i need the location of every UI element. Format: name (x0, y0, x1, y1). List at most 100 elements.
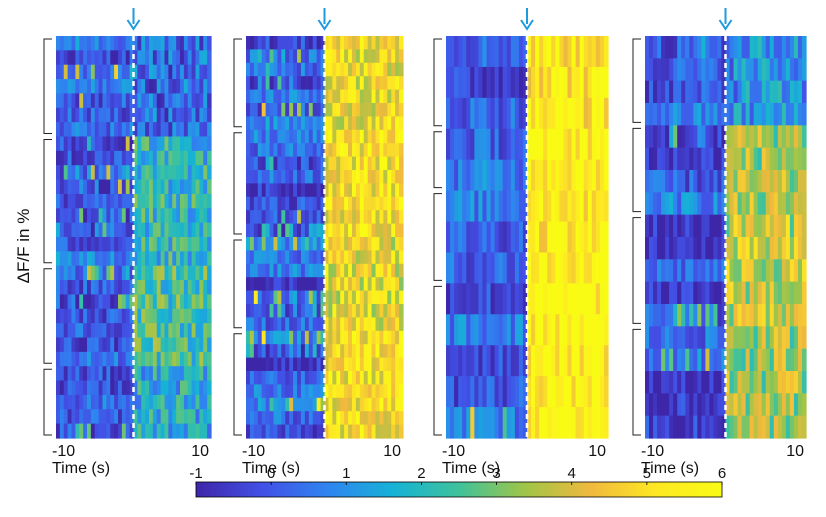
heatmap-cell (446, 314, 451, 346)
heatmap-cell (344, 384, 349, 399)
heatmap-cell (387, 62, 392, 77)
heatmap-cell (297, 116, 302, 131)
heatmap-cell (705, 103, 711, 126)
heatmap-cell (769, 281, 775, 305)
heatmap-cell (359, 263, 365, 278)
heatmap-cell (277, 183, 282, 198)
heatmap-cell (59, 251, 65, 267)
heatmap-cell (348, 384, 353, 399)
heatmap-cell (351, 196, 357, 211)
heatmap-cell (249, 397, 255, 412)
heatmap-cell (649, 147, 654, 171)
heatmap-cell (733, 147, 739, 171)
colorbar-gradient (195, 481, 723, 498)
heatmap-cell (514, 66, 520, 99)
heatmap-cell (705, 281, 711, 305)
heatmap-cell (183, 280, 189, 296)
heatmap-cell (195, 351, 200, 367)
heatmap-cell (379, 424, 384, 439)
heatmap-cell (257, 277, 263, 292)
heatmap-cell (340, 250, 345, 265)
heatmap-cell (391, 89, 396, 104)
heatmap-cell (555, 345, 560, 377)
heatmap-cell (539, 283, 544, 315)
heatmap-cell (94, 380, 100, 396)
heatmap-cell (725, 58, 731, 82)
heatmap-cell (494, 407, 500, 439)
group-bracket (233, 239, 242, 329)
heatmap-cell (681, 80, 686, 104)
heatmap-cell (207, 107, 212, 123)
heatmap-cell (106, 237, 111, 252)
heatmap-cell (195, 50, 200, 66)
heatmap-cell (531, 376, 536, 408)
heatmap-cell (797, 237, 803, 260)
heatmap-cell (348, 290, 353, 305)
heatmap-cell (603, 159, 609, 192)
heatmap-cell (249, 36, 255, 50)
heatmap-cell (551, 221, 556, 254)
heatmap-cell (351, 183, 357, 198)
heatmap-cell (149, 107, 154, 123)
heatmap-cell (273, 156, 278, 171)
heatmap-cell (371, 371, 377, 385)
heatmap-cell (265, 36, 271, 50)
heatmap-cell (110, 165, 115, 181)
heatmap-cell (273, 223, 278, 238)
heatmap-cell (183, 136, 189, 152)
heatmap-cell (269, 397, 275, 412)
heatmap-cell (351, 290, 357, 305)
heatmap-cell (665, 304, 670, 327)
heatmap-cell (713, 192, 719, 216)
heatmap-cell (336, 424, 341, 439)
heatmap-cell (297, 397, 302, 412)
heatmap-cell (59, 179, 65, 195)
heatmap-cell (145, 93, 150, 109)
heatmap-cell (285, 411, 290, 426)
heatmap-cell (187, 237, 193, 252)
heatmap-cell (387, 250, 392, 265)
heatmap-cell (273, 89, 278, 104)
heatmap-cell (482, 159, 488, 192)
heatmap-cell (79, 337, 84, 353)
heatmap-cell (156, 380, 162, 396)
heatmap-cell (583, 314, 589, 346)
heatmap-cell (304, 357, 310, 372)
heatmap-cell (118, 280, 123, 296)
heatmap-cell (261, 62, 267, 77)
heatmap-cell (450, 36, 455, 68)
heatmap-cell (446, 36, 451, 68)
heatmap-cell (721, 125, 727, 149)
heatmap-cell (567, 221, 573, 254)
heatmap-cell (697, 58, 702, 82)
heatmap-cell (129, 351, 135, 367)
heatmap-cell (265, 357, 271, 372)
heatmap-cell (118, 251, 123, 267)
heatmap-cell (160, 93, 166, 109)
heatmap-cell (195, 122, 200, 138)
heatmap-cell (769, 214, 775, 238)
heatmap-cell (285, 344, 290, 359)
heatmap-cell (753, 393, 759, 417)
heatmap-cell (79, 423, 84, 439)
heatmap-cell (741, 348, 747, 372)
heatmap-cell (773, 147, 779, 171)
heatmap-cell (114, 50, 119, 66)
heatmap-cell (277, 76, 282, 91)
heatmap-cell (753, 58, 759, 82)
heatmap-cell (749, 170, 755, 193)
heatmap-cell (527, 252, 532, 284)
heatmap-cell (273, 371, 278, 385)
heatmap-cell (446, 283, 451, 315)
heatmap-cell (137, 394, 142, 410)
heatmap-cell (172, 280, 177, 296)
heatmap-cell (156, 366, 162, 382)
heatmap-cell (253, 89, 259, 104)
heatmap-cell (273, 357, 278, 372)
heatmap-cell (59, 380, 65, 396)
heatmap-cell (661, 125, 666, 149)
heatmap-cell (195, 179, 200, 195)
heatmap-cell (281, 129, 286, 144)
heatmap-cell (320, 156, 326, 171)
heatmap-cell (118, 394, 123, 410)
